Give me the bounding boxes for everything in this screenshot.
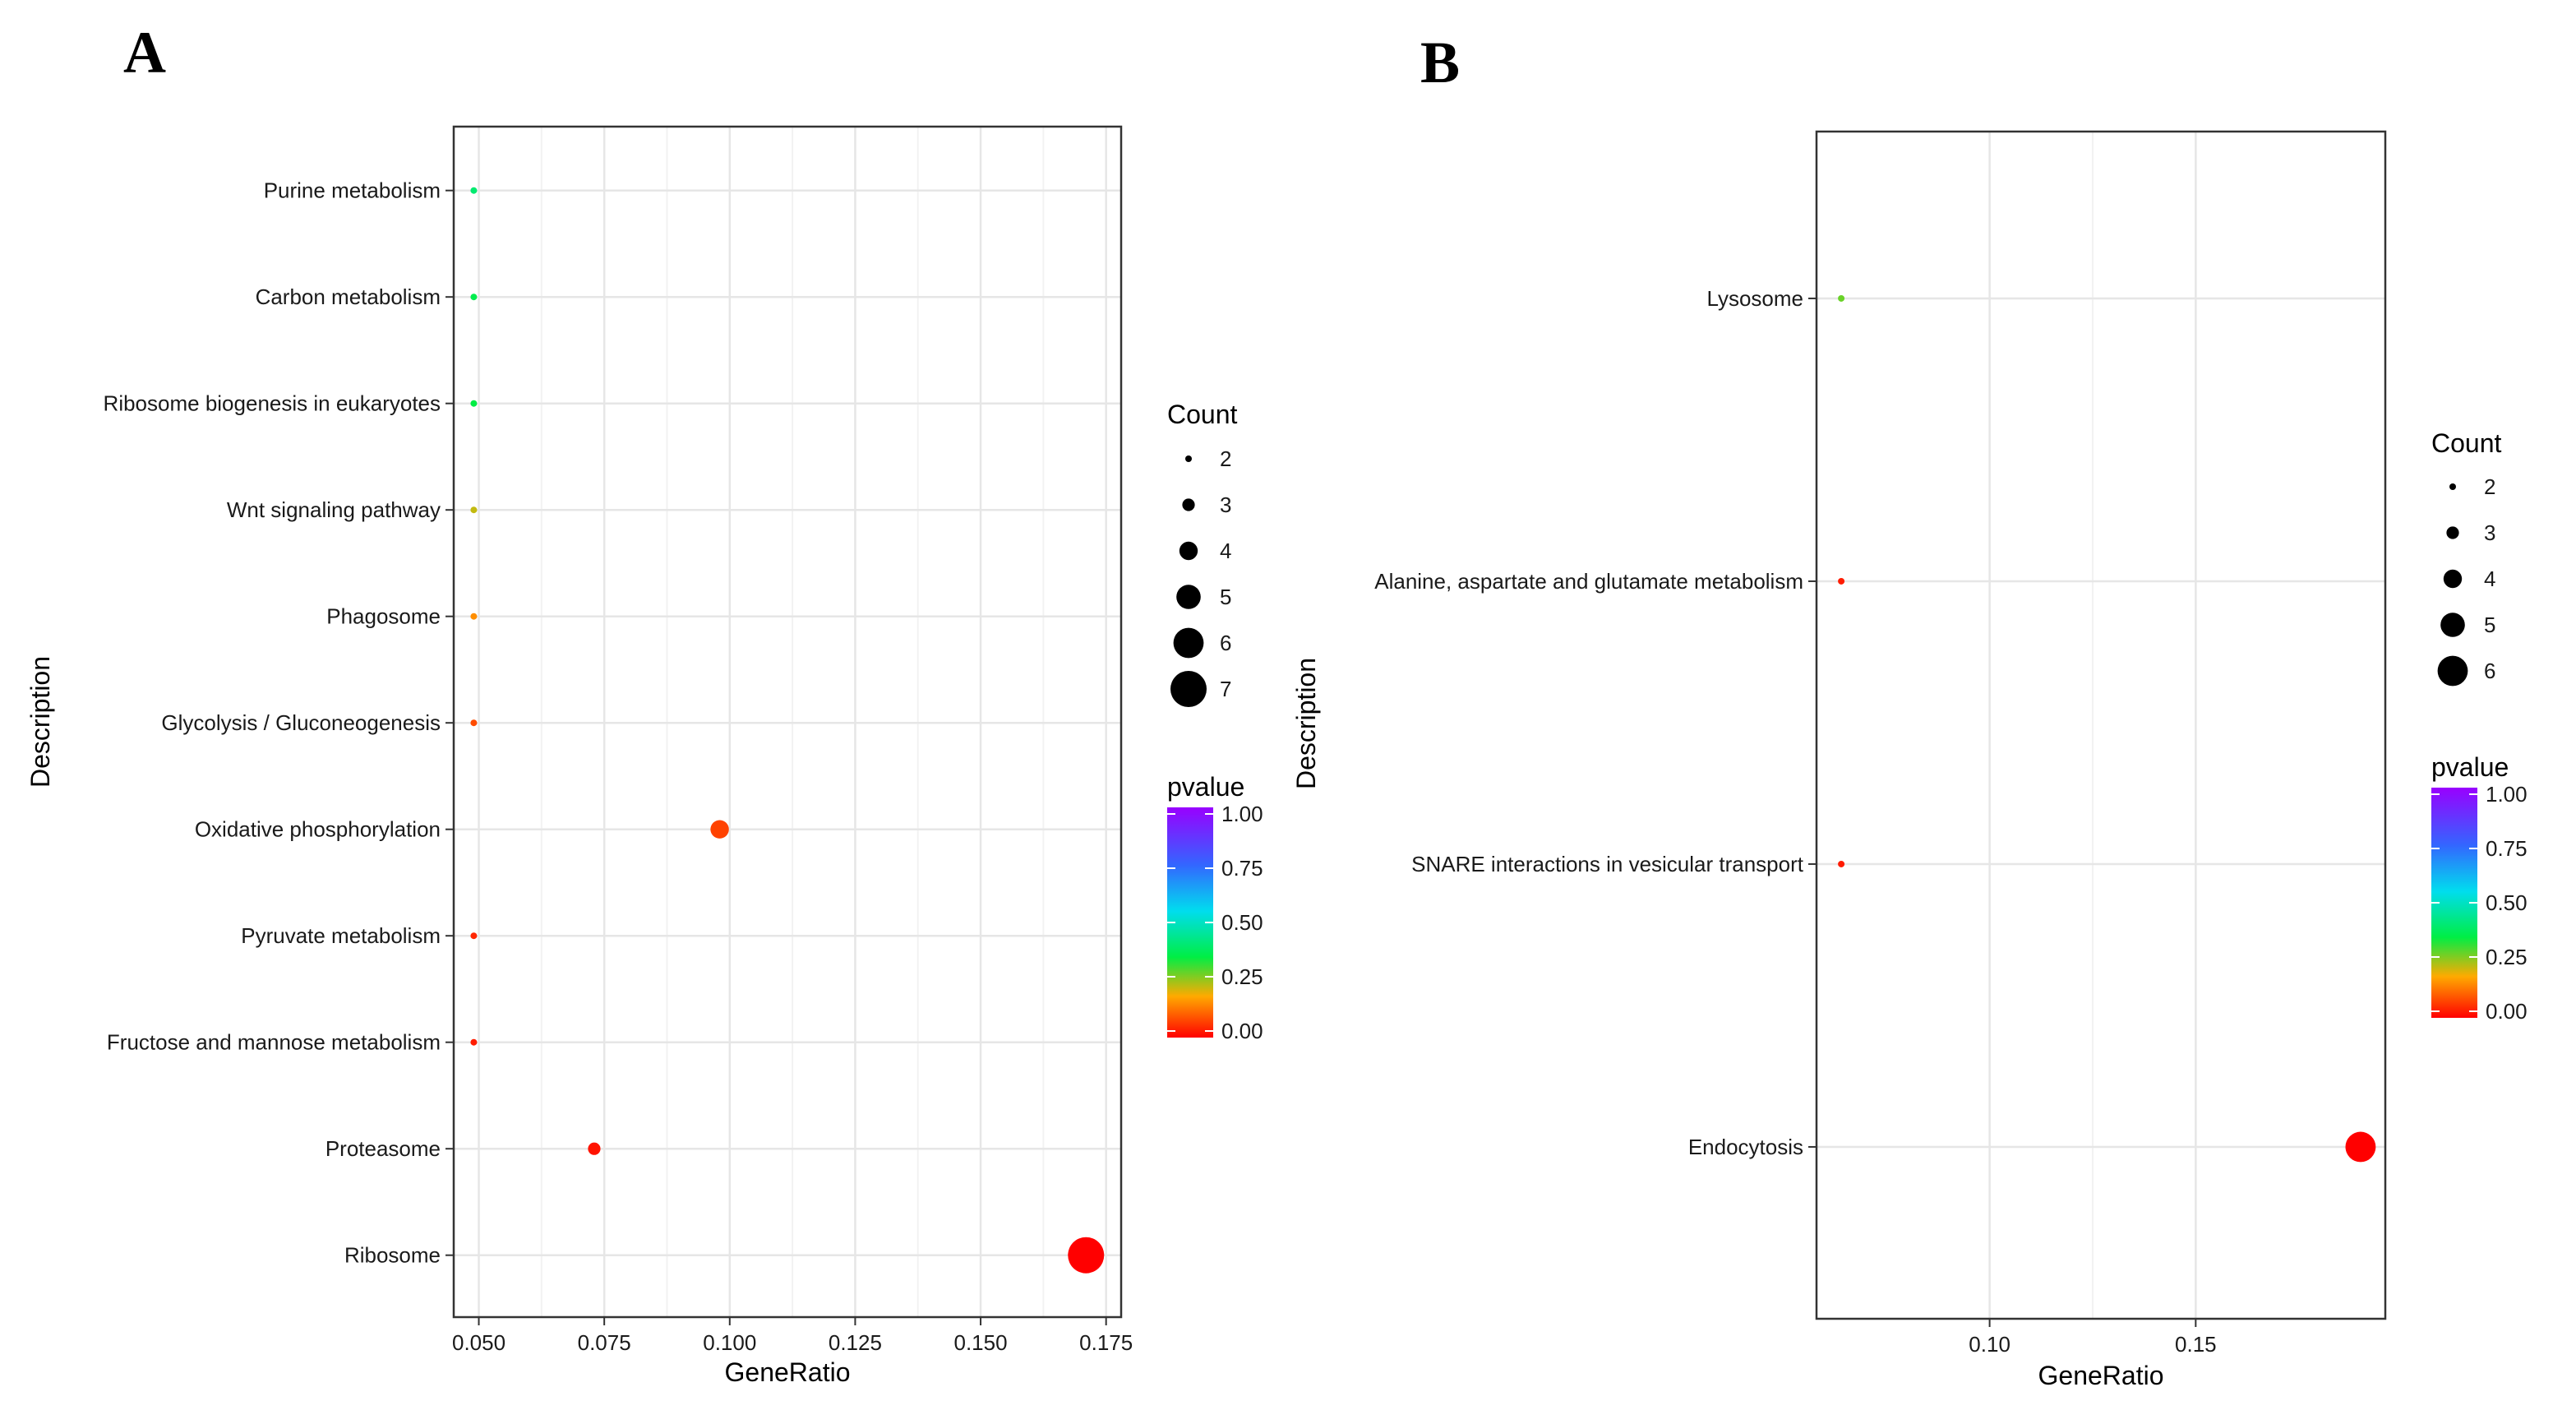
point-ribosome (1068, 1237, 1105, 1274)
colorbar-label: 0.00 (2486, 999, 2528, 1024)
x-tick-label: 0.10 (1969, 1332, 2010, 1357)
y-tick-label-fructose-and-mannose-metabolism: Fructose and mannose metabolism (107, 1030, 441, 1055)
panel-a-y-axis-title: Description (25, 656, 55, 788)
y-tick-label-proteasome: Proteasome (325, 1136, 441, 1161)
y-tick-label-ribosome-biogenesis-in-eukaryotes: Ribosome biogenesis in eukaryotes (104, 391, 441, 416)
colorbar-label: 0.50 (1221, 910, 1263, 935)
x-tick-label: 0.050 (452, 1330, 506, 1355)
y-tick-label-snare-interactions-in-vesicular-transport: SNARE interactions in vesicular transpor… (1411, 852, 1804, 876)
colorbar-label: 0.75 (1221, 856, 1263, 881)
colorbar-label: 1.00 (2486, 782, 2528, 807)
panel-b-y-ticks: Lysosome Alanine, aspartate and glutamate… (1374, 286, 1817, 1159)
count-legend-label: 6 (1220, 631, 1231, 655)
point-purine-metabolism (470, 187, 478, 194)
panel-a-pvalue-legend-title: pvalue (1167, 772, 1244, 802)
count-legend-label: 5 (2484, 613, 2495, 637)
count-legend-dot (1185, 455, 1192, 462)
y-tick-label-purine-metabolism: Purine metabolism (264, 178, 441, 203)
panel-a-plot-border (452, 125, 1123, 1319)
panel-b-count-legend-title: Count (2431, 428, 2502, 458)
count-legend-label: 5 (1220, 585, 1231, 609)
panel-b-points (1838, 294, 2376, 1163)
y-tick-label-lysosome: Lysosome (1706, 286, 1803, 311)
count-legend-dot (1182, 498, 1195, 511)
panel-a-grid (454, 127, 1121, 1317)
point-snare-interactions-in-vesicular-transport (1838, 860, 1845, 867)
count-legend-label: 3 (1220, 492, 1231, 517)
panel-a-points (470, 187, 1105, 1274)
count-legend-dot (2449, 483, 2456, 490)
count-legend-label: 7 (1220, 677, 1231, 701)
x-tick-label: 0.100 (703, 1330, 756, 1355)
x-tick-label: 0.075 (578, 1330, 631, 1355)
count-legend-dot (1179, 541, 1198, 561)
point-carbon-metabolism (470, 294, 478, 301)
y-tick-label-phagosome: Phagosome (326, 604, 441, 629)
panel-a-x-axis-title: GeneRatio (725, 1357, 851, 1387)
point-ribosome-biogenesis-in-eukaryotes (470, 400, 478, 407)
y-tick-label-wnt-signaling-pathway: Wnt signaling pathway (227, 497, 441, 522)
panel-b: B Lysosome Alanine, aspartate and glutama… (1291, 30, 2528, 1390)
point-proteasome (588, 1142, 601, 1155)
count-legend-label: 4 (2484, 566, 2495, 591)
colorbar-label: 0.75 (2486, 836, 2528, 861)
point-endocytosis (2345, 1131, 2376, 1163)
count-legend-dot (2446, 526, 2459, 539)
point-alanine-aspartate-and-glutamate-metabolism (1838, 577, 1845, 585)
panel-a-count-legend-title: Count (1167, 400, 1238, 429)
y-tick-label-pyruvate-metabolism: Pyruvate metabolism (241, 923, 441, 948)
point-wnt-signaling-pathway (470, 506, 478, 514)
count-legend-label: 3 (2484, 520, 2495, 545)
point-oxidative-phosphorylation (710, 820, 729, 839)
x-tick-label: 0.175 (1079, 1330, 1133, 1355)
y-tick-label-oxidative-phosphorylation: Oxidative phosphorylation (195, 817, 441, 842)
count-legend-dot (2443, 569, 2463, 589)
panel-a-x-ticks: 0.050 0.075 0.100 0.125 0.150 0.175 (452, 1317, 1133, 1355)
panel-b-count-legend: 2 3 4 5 6 (2437, 474, 2495, 687)
colorbar-label: 0.25 (1221, 964, 1263, 989)
x-tick-label: 0.15 (2175, 1332, 2217, 1357)
point-lysosome (1838, 294, 1845, 302)
count-legend-dot (1173, 627, 1204, 659)
point-phagosome (470, 613, 478, 620)
panel-b-x-axis-title: GeneRatio (2038, 1361, 2164, 1390)
count-legend-dot (2440, 613, 2465, 637)
panel-a-letter: A (123, 20, 166, 86)
count-legend-label: 2 (1220, 446, 1231, 471)
point-pyruvate-metabolism (470, 932, 478, 940)
y-tick-label-endocytosis: Endocytosis (1688, 1135, 1803, 1159)
panel-a-y-ticks: Purine metabolism Carbon metabolism Riboso… (104, 178, 454, 1268)
count-legend-dot (1176, 585, 1201, 609)
count-legend-label: 2 (2484, 474, 2495, 499)
y-tick-label-carbon-metabolism: Carbon metabolism (256, 284, 441, 309)
panel-a-pvalue-ticks: 1.00 0.75 0.50 0.25 0.00 (1167, 802, 1263, 1043)
point-glycolysis-gluconeogenesis (470, 719, 478, 727)
count-legend-label: 6 (2484, 659, 2495, 683)
y-tick-label-ribosome: Ribosome (344, 1243, 441, 1268)
panel-b-letter: B (1420, 30, 1460, 95)
panel-b-pvalue-ticks: 1.00 0.75 0.50 0.25 0.00 (2431, 782, 2528, 1024)
panel-b-x-ticks: 0.10 0.15 (1969, 1319, 2217, 1357)
colorbar-label: 0.25 (2486, 945, 2528, 969)
panel-b-y-axis-title: Description (1291, 658, 1321, 789)
count-legend-label: 4 (1220, 539, 1231, 563)
point-fructose-and-mannose-metabolism (470, 1038, 478, 1046)
panel-a: A Purine metabolism Carbon metabolism Ribo… (25, 20, 1263, 1387)
panel-b-plot-border (1815, 130, 2387, 1320)
y-tick-label-alanine-aspartate-and-glutamate-metabolism: Alanine, aspartate and glutamate metabol… (1374, 569, 1803, 594)
x-tick-label: 0.125 (829, 1330, 882, 1355)
colorbar-label: 0.50 (2486, 890, 2528, 915)
colorbar-label: 1.00 (1221, 802, 1263, 826)
count-legend-dot (1170, 671, 1207, 707)
x-tick-label: 0.150 (954, 1330, 1008, 1355)
y-tick-label-glycolysis-gluconeogenesis: Glycolysis / Gluconeogenesis (161, 710, 441, 735)
colorbar-label: 0.00 (1221, 1019, 1263, 1043)
panel-b-grid (1817, 132, 2385, 1319)
panel-a-count-legend: 2 3 4 5 6 7 (1170, 446, 1231, 707)
panel-b-pvalue-legend-title: pvalue (2431, 752, 2509, 782)
count-legend-dot (2437, 655, 2468, 687)
